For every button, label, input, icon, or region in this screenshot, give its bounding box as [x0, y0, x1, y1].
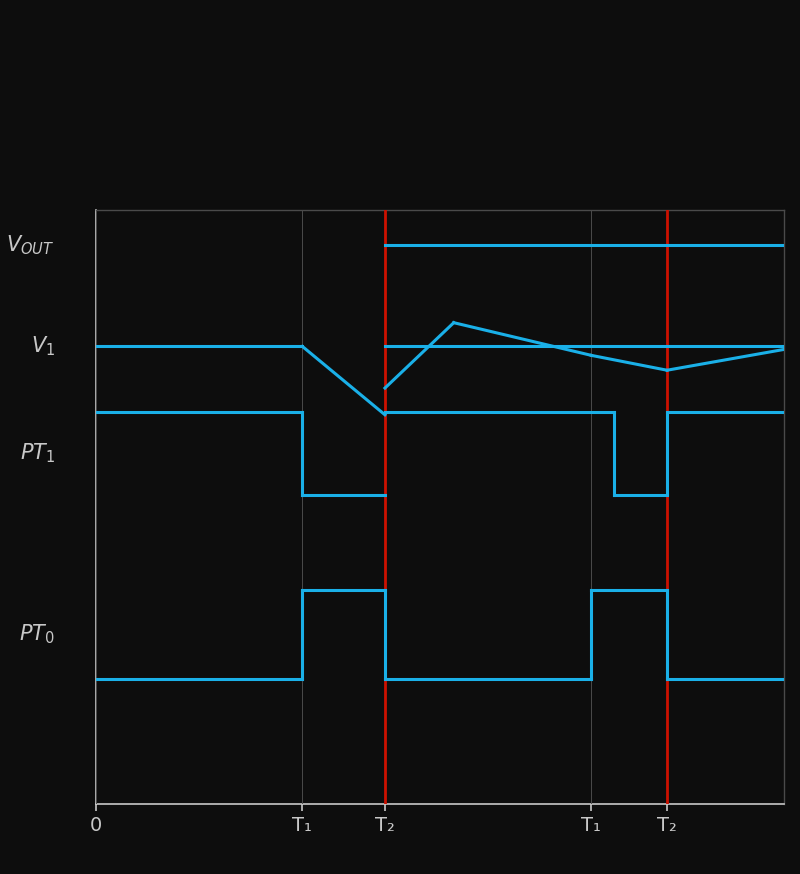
Text: $V_1$: $V_1$ [30, 335, 54, 358]
Text: $PT_1$: $PT_1$ [19, 441, 54, 465]
Text: $V_{OUT}$: $V_{OUT}$ [6, 233, 54, 257]
Text: $PT_0$: $PT_0$ [19, 623, 54, 647]
